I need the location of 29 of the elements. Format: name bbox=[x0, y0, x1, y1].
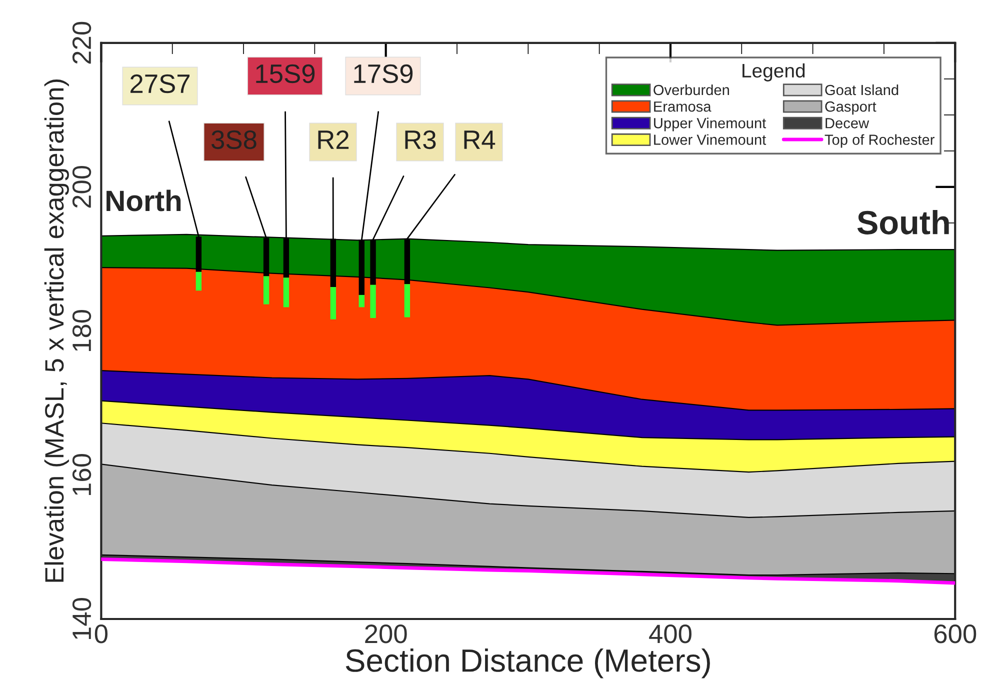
x-tick-label: 0 bbox=[94, 624, 108, 644]
y-tick-label: 200 bbox=[72, 166, 92, 208]
annotation: R4 bbox=[464, 130, 496, 149]
y-tick-label: 140 bbox=[72, 598, 92, 639]
y-axis-title: Elevation (MASL, 5 x vertical exaggeration) bbox=[44, 80, 69, 582]
legend-label: Top of Rochester bbox=[824, 134, 934, 148]
annotation: North bbox=[106, 190, 181, 212]
legend-label: Upper Vinemount bbox=[654, 118, 766, 132]
y-tick-label: 220 bbox=[72, 22, 92, 64]
annotation: 15S9 bbox=[256, 64, 315, 84]
annotation: 27S7 bbox=[130, 74, 190, 94]
x-tick-label: 600 bbox=[934, 624, 976, 644]
x-tick-label: 400 bbox=[649, 624, 692, 644]
annotation: 17S9 bbox=[354, 64, 413, 84]
legend-label: Decew bbox=[826, 118, 870, 128]
annotation: R2 bbox=[318, 130, 349, 149]
x-axis-title: Section Distance (Meters) bbox=[346, 648, 710, 678]
legend-label: Gasport bbox=[825, 101, 876, 115]
y-tick-label: 160 bbox=[72, 454, 92, 495]
legend-title: Legend bbox=[742, 63, 805, 82]
annotation: 3S8 bbox=[212, 130, 256, 150]
legend-label: Eramosa bbox=[654, 102, 712, 112]
annotation: South bbox=[857, 210, 949, 234]
y-tick-label: 180 bbox=[72, 310, 92, 351]
legend-label: Lower Vinemount bbox=[654, 134, 766, 145]
legend-label: Goat Island bbox=[825, 84, 898, 96]
x-tick-label: 200 bbox=[365, 624, 407, 644]
annotation: R3 bbox=[405, 130, 436, 150]
legend-label: Overburden bbox=[654, 84, 729, 96]
